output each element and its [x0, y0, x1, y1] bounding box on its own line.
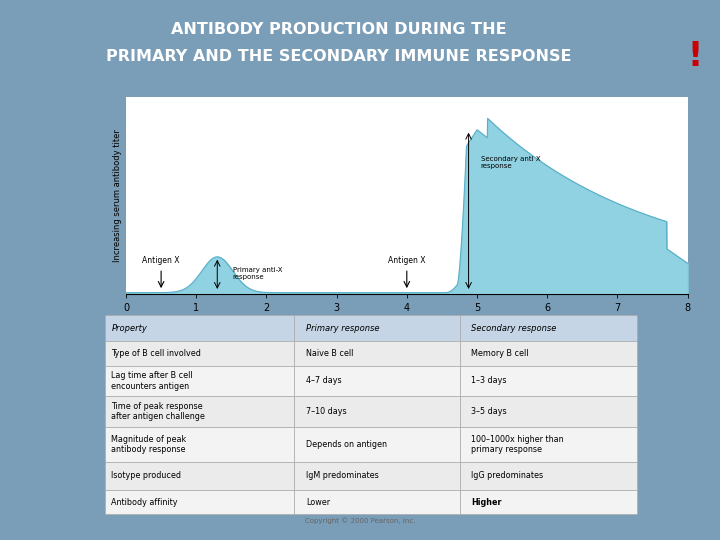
Y-axis label: Increasing serum antibody titer: Increasing serum antibody titer	[113, 129, 122, 262]
Text: 3–5 days: 3–5 days	[472, 407, 507, 416]
Bar	[105, 462, 294, 490]
Bar	[459, 366, 636, 396]
Text: Memory B cell: Memory B cell	[472, 349, 529, 358]
Text: Antigen X: Antigen X	[143, 256, 180, 265]
Text: Lower: Lower	[306, 497, 330, 507]
Text: !: !	[687, 40, 703, 73]
Text: Secondary response: Secondary response	[472, 323, 557, 333]
Text: ANTIBODY PRODUCTION DURING THE: ANTIBODY PRODUCTION DURING THE	[171, 22, 506, 37]
Text: Primary response: Primary response	[306, 323, 379, 333]
Bar	[459, 341, 636, 366]
Bar	[294, 462, 459, 490]
Bar	[459, 427, 636, 462]
Text: 7–10 days: 7–10 days	[306, 407, 347, 416]
Text: Magnitude of peak
antibody response: Magnitude of peak antibody response	[112, 435, 186, 454]
Bar	[459, 462, 636, 490]
Bar	[294, 341, 459, 366]
Bar	[105, 366, 294, 396]
Bar	[294, 490, 459, 514]
Text: Property: Property	[112, 323, 147, 333]
Bar	[459, 396, 636, 427]
Text: IgG predominates: IgG predominates	[472, 471, 544, 481]
Text: Copyright © 2000 Pearson, Inc.: Copyright © 2000 Pearson, Inc.	[305, 518, 415, 524]
Bar	[105, 427, 294, 462]
X-axis label: Weeks: Weeks	[390, 316, 424, 326]
Text: PRIMARY AND THE SECONDARY IMMUNE RESPONSE: PRIMARY AND THE SECONDARY IMMUNE RESPONS…	[106, 49, 571, 64]
Text: Higher: Higher	[472, 497, 502, 507]
Bar	[105, 490, 294, 514]
Bar	[294, 427, 459, 462]
Text: Isotype produced: Isotype produced	[112, 471, 181, 481]
Bar	[294, 366, 459, 396]
Text: IgM predominates: IgM predominates	[306, 471, 379, 481]
Text: 4–7 days: 4–7 days	[306, 376, 342, 386]
Bar	[459, 490, 636, 514]
Text: 1–3 days: 1–3 days	[472, 376, 507, 386]
Bar	[459, 315, 636, 341]
Text: Type of B cell involved: Type of B cell involved	[112, 349, 201, 358]
Text: Time of peak response
after antigen challenge: Time of peak response after antigen chal…	[112, 402, 205, 421]
Text: Secondary anti X
response: Secondary anti X response	[480, 156, 540, 169]
Text: Naive B cell: Naive B cell	[306, 349, 354, 358]
Bar	[105, 341, 294, 366]
Bar	[294, 315, 459, 341]
Text: Depends on antigen: Depends on antigen	[306, 440, 387, 449]
Text: Antibody affinity: Antibody affinity	[112, 497, 178, 507]
Text: Antigen X: Antigen X	[388, 256, 426, 265]
Bar	[294, 396, 459, 427]
Bar	[105, 396, 294, 427]
Text: 100–1000x higher than
primary response: 100–1000x higher than primary response	[472, 435, 564, 454]
Text: Primary anti-X
response: Primary anti-X response	[233, 267, 282, 280]
Text: Lag time after B cell
encounters antigen: Lag time after B cell encounters antigen	[112, 372, 193, 390]
Bar	[105, 315, 294, 341]
